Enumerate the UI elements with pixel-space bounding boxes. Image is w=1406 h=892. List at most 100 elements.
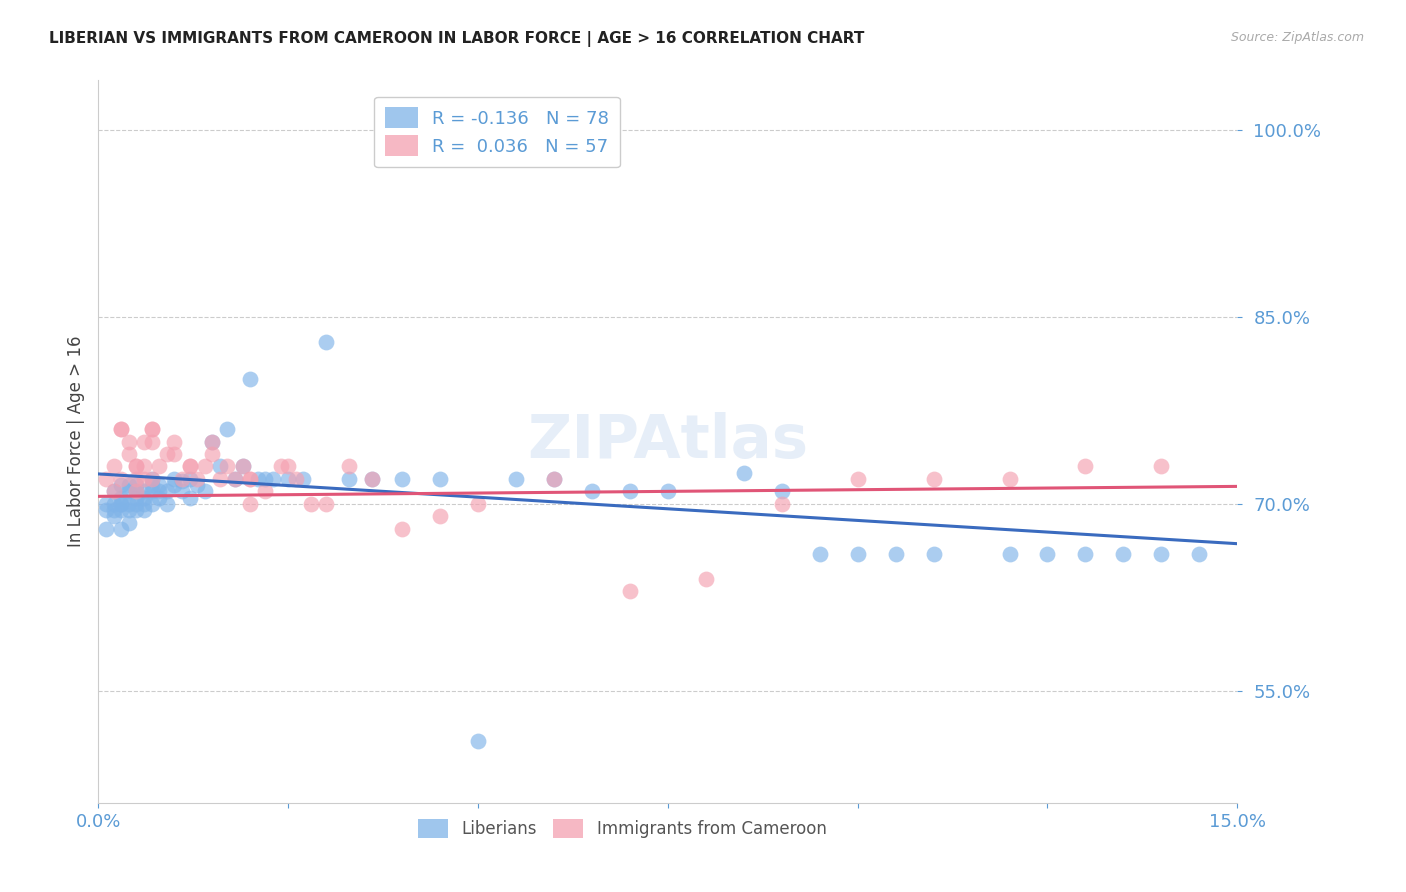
- Point: [619, 584, 641, 599]
- Point: [201, 434, 224, 449]
- Point: [94, 522, 117, 536]
- Point: [179, 491, 201, 505]
- Point: [125, 472, 148, 486]
- Point: [208, 472, 231, 486]
- Point: [125, 459, 148, 474]
- Point: [170, 475, 193, 489]
- Text: LIBERIAN VS IMMIGRANTS FROM CAMEROON IN LABOR FORCE | AGE > 16 CORRELATION CHART: LIBERIAN VS IMMIGRANTS FROM CAMEROON IN …: [49, 31, 865, 47]
- Point: [1074, 547, 1097, 561]
- Point: [125, 491, 148, 505]
- Point: [299, 497, 322, 511]
- Point: [163, 447, 186, 461]
- Point: [922, 547, 945, 561]
- Point: [118, 503, 141, 517]
- Point: [232, 459, 254, 474]
- Point: [884, 547, 907, 561]
- Point: [141, 484, 163, 499]
- Point: [1150, 459, 1173, 474]
- Point: [337, 459, 360, 474]
- Point: [239, 497, 262, 511]
- Point: [846, 547, 869, 561]
- Point: [132, 472, 155, 486]
- Point: [179, 459, 201, 474]
- Point: [292, 472, 315, 486]
- Point: [103, 503, 125, 517]
- Point: [132, 459, 155, 474]
- Point: [103, 484, 125, 499]
- Point: [429, 509, 451, 524]
- Point: [170, 484, 193, 499]
- Point: [118, 484, 141, 499]
- Point: [148, 491, 170, 505]
- Point: [141, 422, 163, 436]
- Point: [217, 422, 239, 436]
- Point: [125, 478, 148, 492]
- Point: [391, 472, 413, 486]
- Point: [141, 497, 163, 511]
- Point: [132, 484, 155, 499]
- Point: [163, 434, 186, 449]
- Point: [179, 472, 201, 486]
- Point: [224, 472, 246, 486]
- Point: [201, 447, 224, 461]
- Point: [217, 459, 239, 474]
- Point: [337, 472, 360, 486]
- Point: [695, 572, 717, 586]
- Point: [315, 497, 337, 511]
- Point: [998, 547, 1021, 561]
- Point: [118, 434, 141, 449]
- Point: [125, 497, 148, 511]
- Point: [103, 484, 125, 499]
- Point: [467, 497, 489, 511]
- Point: [141, 478, 163, 492]
- Point: [239, 472, 262, 486]
- Point: [846, 472, 869, 486]
- Point: [284, 472, 307, 486]
- Point: [110, 478, 132, 492]
- Point: [808, 547, 831, 561]
- Text: ZIPAtlas: ZIPAtlas: [527, 412, 808, 471]
- Point: [1074, 459, 1097, 474]
- Point: [141, 434, 163, 449]
- Point: [770, 497, 793, 511]
- Point: [148, 484, 170, 499]
- Point: [103, 459, 125, 474]
- Point: [94, 497, 117, 511]
- Point: [132, 497, 155, 511]
- Point: [118, 516, 141, 530]
- Point: [148, 459, 170, 474]
- Point: [254, 472, 277, 486]
- Point: [429, 472, 451, 486]
- Point: [94, 503, 117, 517]
- Legend: Liberians, Immigrants from Cameroon: Liberians, Immigrants from Cameroon: [412, 813, 834, 845]
- Point: [132, 491, 155, 505]
- Point: [110, 491, 132, 505]
- Point: [201, 434, 224, 449]
- Point: [1036, 547, 1059, 561]
- Point: [360, 472, 382, 486]
- Point: [94, 472, 117, 486]
- Point: [770, 484, 793, 499]
- Point: [163, 472, 186, 486]
- Point: [141, 422, 163, 436]
- Point: [194, 484, 217, 499]
- Point: [179, 459, 201, 474]
- Point: [315, 334, 337, 349]
- Point: [1188, 547, 1211, 561]
- Point: [277, 459, 299, 474]
- Point: [156, 447, 179, 461]
- Point: [505, 472, 527, 486]
- Point: [103, 497, 125, 511]
- Point: [103, 509, 125, 524]
- Point: [170, 472, 193, 486]
- Point: [262, 472, 284, 486]
- Point: [110, 472, 132, 486]
- Point: [657, 484, 679, 499]
- Point: [125, 503, 148, 517]
- Point: [186, 472, 208, 486]
- Point: [391, 522, 413, 536]
- Point: [270, 459, 292, 474]
- Point: [141, 472, 163, 486]
- Point: [239, 472, 262, 486]
- Point: [110, 503, 132, 517]
